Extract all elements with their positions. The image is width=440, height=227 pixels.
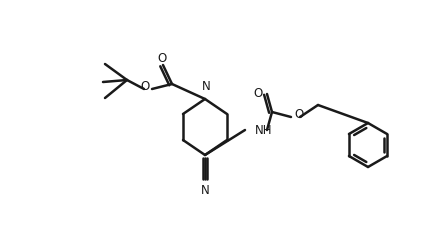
Text: N: N [201, 184, 209, 197]
Text: O: O [140, 79, 150, 92]
Text: O: O [253, 86, 263, 99]
Text: O: O [158, 51, 167, 64]
Text: O: O [294, 107, 304, 120]
Text: N: N [202, 80, 210, 93]
Text: NH: NH [255, 124, 272, 137]
